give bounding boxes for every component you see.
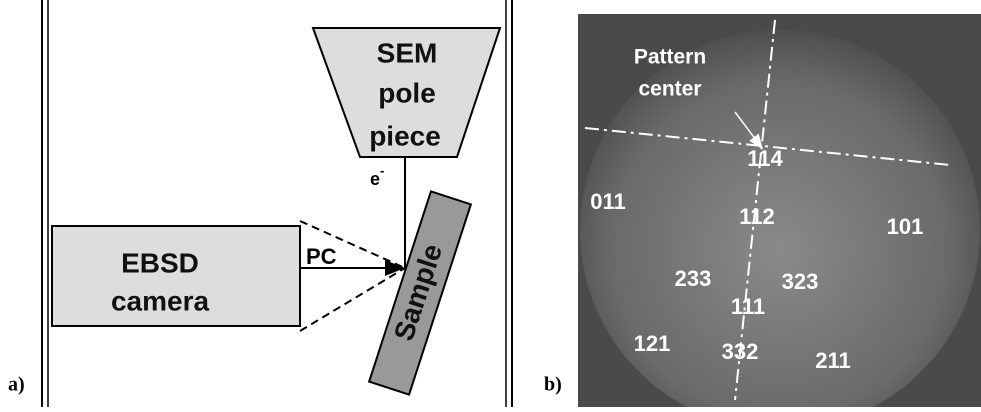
zone-index: 332 xyxy=(722,339,759,364)
figure: SEM pole piece e- EBSD camera PC Sample … xyxy=(0,0,981,407)
sample: Sample xyxy=(369,191,471,394)
zone-index: 233 xyxy=(675,266,712,291)
zone-index: 323 xyxy=(782,269,819,294)
pole-text: piece xyxy=(369,120,441,151)
panel-label: a) xyxy=(8,374,25,396)
panel-label: b) xyxy=(544,374,562,396)
zone-index: 101 xyxy=(887,214,924,239)
zone-index: 114 xyxy=(747,146,783,171)
zone-index: 112 xyxy=(739,204,775,229)
zone-index: 111 xyxy=(731,294,765,319)
zone-index: 121 xyxy=(634,331,671,356)
panel-a: SEM pole piece e- EBSD camera PC Sample … xyxy=(8,0,512,407)
beam-label: e- xyxy=(370,163,384,188)
pc-text: Pattern xyxy=(634,46,706,69)
panel-b: Pattern center 114 011 112 101 233 323 1… xyxy=(544,14,981,407)
zone-index: 011 xyxy=(590,189,626,214)
camera-text: EBSD xyxy=(121,247,199,278)
camera-text: camera xyxy=(111,285,210,316)
pc-text: center xyxy=(638,78,701,101)
pc-label: PC xyxy=(306,244,337,269)
pole-text: pole xyxy=(378,77,436,108)
zone-index: 211 xyxy=(815,348,851,373)
pole-text: SEM xyxy=(377,37,438,68)
